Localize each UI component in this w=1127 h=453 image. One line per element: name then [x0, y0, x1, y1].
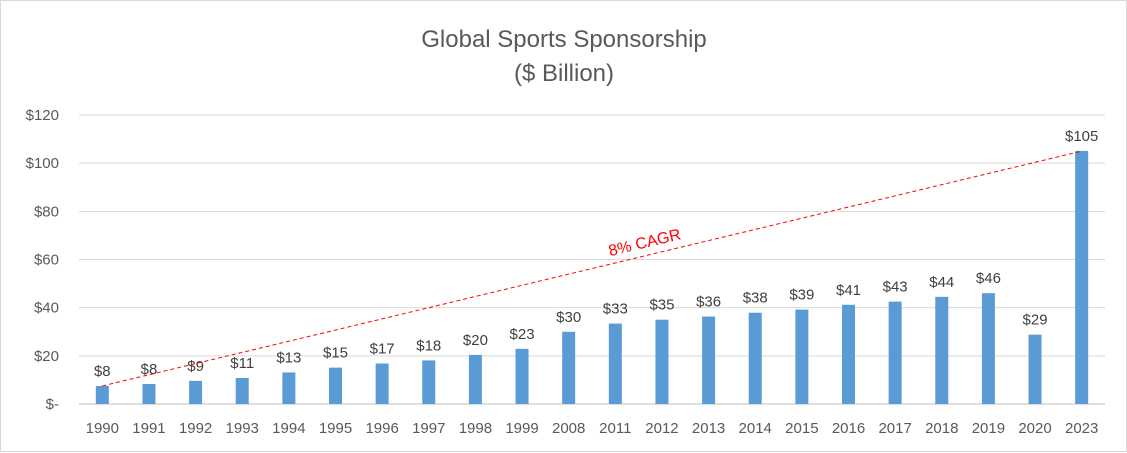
gridlines	[79, 114, 1105, 405]
data-label: $13	[276, 349, 301, 366]
x-tick-label: 1993	[226, 420, 259, 437]
x-tick-label: 1991	[132, 420, 165, 437]
data-label: $8	[141, 361, 158, 378]
bar-2011	[608, 323, 622, 404]
data-label: $15	[323, 345, 348, 362]
data-label: $43	[883, 279, 908, 296]
y-tick-label: $-	[46, 396, 59, 413]
data-label: $39	[789, 287, 814, 304]
x-tick-label: 2012	[645, 420, 678, 437]
bar-2020	[1028, 334, 1042, 404]
data-label: $38	[743, 290, 768, 307]
x-tick-label: 1994	[272, 420, 305, 437]
x-tick-label: 2013	[692, 420, 725, 437]
x-axis-ticks: 1990 1991 1992 1993 1994 1995 1996 1997 1998 1999…	[86, 420, 1099, 437]
data-label: $41	[836, 282, 861, 299]
bar-1993	[235, 377, 249, 404]
x-tick-label: 2017	[878, 420, 911, 437]
bar-2012	[655, 319, 669, 404]
bar-1995	[329, 367, 342, 404]
x-tick-label: 2011	[599, 420, 631, 437]
data-label: $9	[187, 358, 204, 375]
y-tick-label: $40	[34, 300, 59, 317]
bar-2014	[748, 312, 762, 404]
bar-2019	[981, 293, 995, 404]
x-tick-label: 2020	[1018, 420, 1051, 437]
x-tick-label: 2014	[739, 420, 772, 437]
data-label: $33	[603, 301, 628, 318]
cagr-annotation: 8% CAGR	[607, 226, 683, 260]
data-label: $30	[556, 309, 581, 326]
data-label: $35	[649, 297, 674, 314]
bar-1990	[95, 385, 109, 404]
bar-1998	[468, 354, 482, 404]
x-tick-label: 2023	[1065, 420, 1098, 437]
x-tick-label: 2008	[552, 420, 585, 437]
data-label: $17	[370, 341, 395, 358]
x-tick-label: 1996	[365, 420, 398, 437]
bar-1999	[515, 348, 529, 404]
chart-subtitle: ($ Billion)	[514, 60, 614, 87]
bar-2017	[888, 301, 902, 404]
y-tick-label: $120	[26, 107, 59, 124]
bars	[95, 150, 1089, 404]
data-label: $18	[416, 337, 441, 354]
x-tick-label: 1997	[412, 420, 445, 437]
data-label: $11	[230, 355, 254, 372]
x-tick-label: 1999	[505, 420, 538, 437]
x-tick-label: 2019	[972, 420, 1005, 437]
bar-1997	[422, 360, 436, 404]
data-label: $36	[696, 294, 721, 311]
x-tick-label: 1992	[179, 420, 212, 437]
x-tick-label: 2018	[925, 420, 958, 437]
bar-2013	[702, 316, 716, 404]
bar-2015	[795, 309, 809, 404]
data-label: $8	[94, 363, 111, 380]
bar-1994	[282, 372, 296, 404]
bar-1992	[189, 380, 203, 404]
bar-1996	[375, 363, 389, 404]
chart-title: Global Sports Sponsorship	[421, 26, 707, 53]
x-tick-label: 2016	[832, 420, 865, 437]
bar-2018	[935, 296, 949, 404]
y-axis-ticks: $- $20 $40 $60 $80 $100 $120	[26, 107, 59, 413]
cagr-trendline	[102, 150, 1082, 387]
x-tick-label: 2015	[785, 420, 818, 437]
data-label: $105	[1065, 128, 1098, 145]
y-tick-label: $100	[26, 155, 59, 172]
bar-1991	[142, 384, 156, 404]
data-label: $44	[929, 274, 954, 291]
y-tick-label: $60	[34, 252, 59, 269]
bar-2016	[842, 304, 855, 404]
bar-2008	[562, 331, 576, 404]
bar-2023	[1075, 150, 1089, 404]
data-label: $29	[1023, 312, 1048, 329]
x-tick-label: 1998	[459, 420, 492, 437]
data-label: $46	[976, 270, 1001, 287]
y-tick-label: $20	[34, 348, 59, 365]
x-tick-label: 1990	[86, 420, 119, 437]
y-tick-label: $80	[34, 203, 59, 220]
data-label: $23	[510, 326, 535, 343]
x-tick-label: 1995	[319, 420, 352, 437]
data-label: $20	[463, 332, 488, 349]
